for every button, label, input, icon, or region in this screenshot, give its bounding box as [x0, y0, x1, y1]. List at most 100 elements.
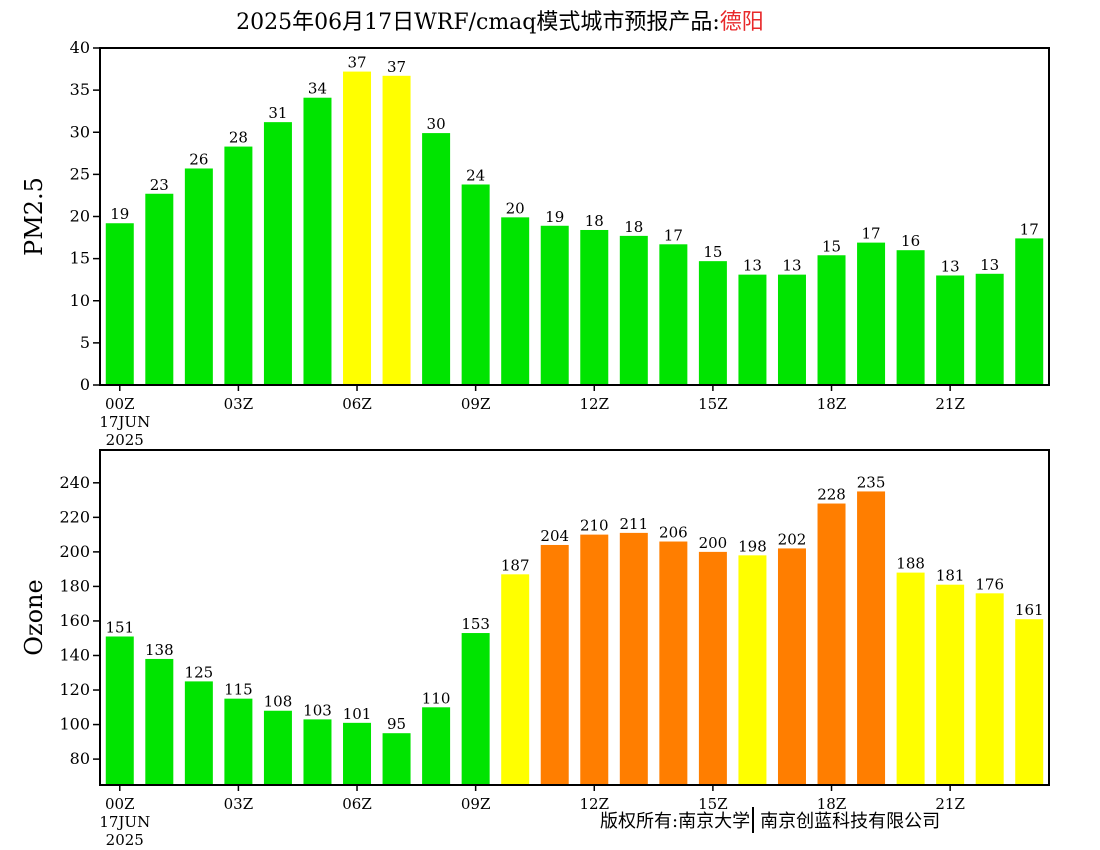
- pm25-value-label: 28: [229, 129, 248, 147]
- pm25-value-label: 37: [387, 58, 406, 76]
- pm25-value-label: 18: [585, 212, 604, 230]
- x-date-label: 2025: [106, 431, 144, 449]
- ozone-value-label: 202: [778, 530, 807, 548]
- y-tick-label: 40: [70, 38, 90, 57]
- y-tick-label: 5: [80, 333, 90, 352]
- x-tick-label: 06Z: [342, 795, 372, 813]
- copyright-footer: 版权所有:南京大学 南京创蓝科技有限公司: [600, 807, 940, 833]
- ozone-value-label: 138: [145, 641, 174, 659]
- ozone-bar: [817, 503, 846, 785]
- ozone-bar: [382, 733, 411, 785]
- x-tick-label: 00Z: [105, 395, 135, 413]
- ozone-bar: [422, 707, 451, 785]
- ozone-value-label: 161: [1015, 601, 1044, 619]
- pm25-bar: [382, 75, 411, 386]
- ozone-bar: [105, 636, 134, 785]
- pm25-value-label: 17: [1020, 220, 1039, 238]
- pm25-value-label: 13: [941, 257, 960, 275]
- x-tick-label: 00Z: [105, 795, 135, 813]
- ozone-bar: [501, 574, 530, 785]
- ozone-panel: 80 100 120 140 160 180 200 220 240 151 138 125 115 10…: [20, 449, 1050, 849]
- x-tick-label: 12Z: [580, 795, 610, 813]
- ozone-bar: [303, 719, 332, 785]
- pm25-bar: [224, 146, 253, 385]
- ozone-bar: [738, 555, 767, 785]
- ozone-bar: [224, 698, 253, 785]
- ozone-value-label: 110: [422, 689, 451, 707]
- pm25-value-label: 17: [862, 225, 881, 243]
- pm25-bar: [540, 225, 569, 385]
- pm25-value-label: 16: [901, 232, 920, 250]
- x-tick-label: 15Z: [698, 795, 728, 813]
- pm25-bar: [936, 275, 965, 385]
- y-tick-label: 10: [70, 291, 90, 310]
- copyright-right: 南京创蓝科技有限公司: [760, 811, 941, 832]
- ozone-value-label: 211: [619, 515, 648, 533]
- pm25-bar: [145, 193, 174, 385]
- ozone-value-label: 204: [540, 527, 569, 545]
- ozone-bar: [619, 532, 648, 785]
- ozone-bar: [263, 710, 292, 785]
- y-tick-label: 200: [59, 542, 90, 561]
- pm25-value-label: 17: [664, 226, 683, 244]
- ozone-bar: [343, 722, 372, 785]
- plot-frame: [99, 47, 1050, 386]
- ozone-value-label: 101: [343, 705, 372, 723]
- pm25-bar: [422, 133, 451, 385]
- ozone-value-label: 125: [185, 663, 214, 681]
- title-city: 德阳: [719, 10, 764, 35]
- pm25-bar: [1015, 238, 1044, 385]
- ozone-bar: [698, 551, 727, 785]
- ozone-value-label: 181: [936, 567, 965, 585]
- ozone-bar: [659, 541, 688, 785]
- pm25-value-label: 19: [545, 208, 564, 226]
- pm25-bar: [738, 274, 767, 385]
- x-tick-label: 06Z: [342, 395, 372, 413]
- pm25-bar: [857, 242, 886, 385]
- y-tick-label: 100: [59, 715, 90, 734]
- ozone-value-label: 188: [896, 555, 925, 573]
- pm25-bar: [580, 229, 609, 385]
- ozone-value-label: 103: [303, 701, 332, 719]
- pm25-bar: [698, 261, 727, 385]
- pm25-bar: [303, 97, 332, 386]
- copyright-left: 版权所有:南京大学: [600, 811, 751, 832]
- pm25-value-label: 19: [110, 205, 129, 223]
- footer-separator: [752, 807, 755, 833]
- pm25-bar: [975, 273, 1004, 385]
- x-tick-label: 03Z: [224, 795, 254, 813]
- ozone-bar: [1015, 619, 1044, 785]
- pm25-value-label: 18: [624, 218, 643, 236]
- y-tick-label: 140: [59, 645, 90, 664]
- pm25-bar: [817, 255, 846, 385]
- pm25-value-label: 13: [782, 257, 801, 275]
- pm25-value-label: 13: [743, 257, 762, 275]
- x-tick-label: 21Z: [935, 795, 965, 813]
- ozone-bar: [145, 658, 174, 785]
- pm25-value-label: 24: [466, 166, 485, 184]
- ozone-bar: [461, 633, 490, 785]
- y-tick-label: 180: [59, 576, 90, 595]
- pm25-bar: [184, 168, 213, 385]
- ozone-value-label: 95: [387, 715, 406, 733]
- pm25-bar: [263, 122, 292, 385]
- ozone-bar: [777, 548, 806, 785]
- y-tick-label: 220: [59, 507, 90, 526]
- x-tick-label: 18Z: [817, 395, 847, 413]
- pm25-bar: [461, 184, 490, 385]
- y-tick-label: 15: [70, 249, 90, 268]
- pm25-value-label: 31: [268, 104, 287, 122]
- x-tick-label: 12Z: [580, 395, 610, 413]
- y-tick-label: 35: [70, 80, 90, 99]
- x-date-label: 2025: [106, 831, 144, 849]
- x-date-label: 17JUN: [99, 813, 150, 831]
- ozone-value-label: 235: [857, 473, 886, 491]
- pm25-value-label: 30: [427, 115, 446, 133]
- y-tick-label: 160: [59, 611, 90, 630]
- ozone-value-label: 198: [738, 537, 767, 555]
- ozone-bar: [975, 593, 1004, 785]
- pm25-bar: [105, 223, 134, 385]
- title-prefix: 2025年06月17日WRF/cmaq模式城市预报产品:: [236, 10, 720, 35]
- ozone-bar: [896, 572, 925, 785]
